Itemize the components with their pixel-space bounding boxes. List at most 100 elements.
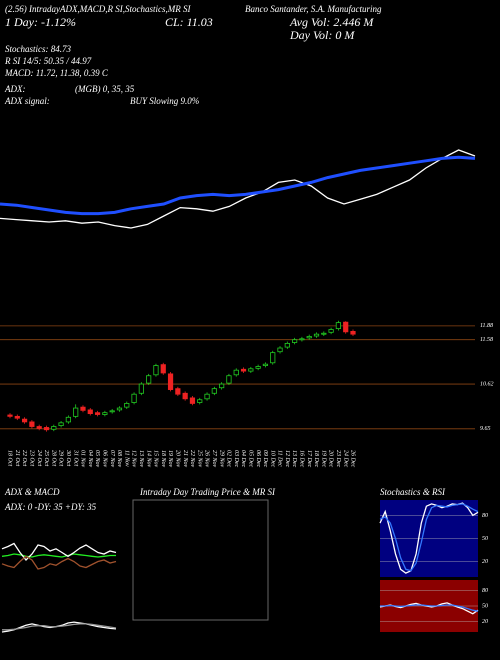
header-text: CL: 11.03 [165, 15, 213, 29]
x-tick-label: 05 Dec [247, 450, 253, 467]
series-line [380, 604, 479, 612]
candle-body [36, 426, 42, 429]
x-tick-label: 28 Oct [50, 450, 56, 466]
header-text: 1 Day: -1.12% [5, 15, 76, 29]
y-tick-label: 80 [482, 588, 488, 594]
candle-body [102, 412, 108, 415]
candle-body [204, 393, 210, 400]
y-tick-label: 11.88 [480, 323, 493, 329]
y-tick-label: 20 [482, 619, 488, 625]
candle-body [80, 406, 86, 411]
x-tick-label: 03 Dec [233, 450, 239, 467]
candle-body [233, 369, 239, 376]
candle-body [51, 426, 57, 430]
series-line [1, 553, 116, 558]
candle-body [131, 393, 137, 403]
x-tick-label: 11 Dec [277, 450, 283, 467]
candle-body [189, 397, 196, 404]
candle-body [219, 383, 225, 389]
candle-body [160, 364, 166, 374]
series-line [0, 155, 476, 216]
x-tick-label: 27 Nov [211, 450, 217, 468]
candle-body [21, 418, 28, 423]
x-tick-label: 11 Nov [123, 450, 129, 467]
candle-body [197, 399, 203, 403]
header-text: MACD: 11.72, 11.38, 0.39 C [4, 68, 109, 78]
candle-body [306, 336, 312, 339]
x-tick-label: 06 Nov [101, 450, 107, 468]
x-tick-label: 14 Nov [145, 450, 152, 468]
header-text: R SI 14/5: 50.35 / 44.97 [4, 56, 92, 66]
x-tick-label: 29 Nov [218, 450, 224, 468]
panel-title: Stochastics & RSI [380, 487, 446, 497]
candle-body [321, 332, 327, 335]
candle-body [153, 365, 159, 376]
candle-body [182, 392, 188, 400]
candle-body [292, 339, 298, 343]
x-tick-label: 09 Dec [262, 450, 268, 467]
x-tick-label: 07 Nov [109, 450, 115, 468]
x-tick-label: 26 Nov [204, 450, 210, 468]
candle-body [343, 321, 349, 333]
y-tick-label: 80 [482, 513, 488, 519]
candle-body [7, 414, 13, 417]
intraday-frame [132, 499, 269, 621]
x-tick-label: 24 Dec [342, 450, 349, 467]
candle-body [43, 427, 50, 431]
header-text: (MGB) 0, 35, 35 [75, 84, 135, 94]
header-text: Day Vol: 0 M [289, 28, 355, 42]
x-tick-label: 17 Dec [306, 450, 312, 467]
series-line [2, 623, 117, 631]
x-tick-label: 19 Nov [167, 450, 173, 468]
x-tick-label: 26 Dec [350, 450, 356, 467]
x-tick-label: 22 Nov [189, 450, 195, 468]
series-line [1, 542, 117, 561]
candle-body [73, 407, 79, 417]
candle-body [87, 409, 93, 414]
x-tick-label: 15 Nov [153, 450, 159, 468]
x-tick-label: 31 Oct [72, 449, 78, 466]
header-text: Stochastics: 84.73 [5, 44, 71, 54]
candle-body [146, 375, 152, 384]
series-line [379, 502, 479, 574]
x-tick-label: 18 Oct [7, 450, 13, 466]
candle-body [240, 368, 247, 372]
header-text: Avg Vol: 2.446 M [289, 15, 374, 29]
candle-body [270, 352, 276, 364]
x-tick-label: 21 Nov [182, 450, 188, 468]
x-tick-label: 05 Nov [94, 450, 100, 468]
candle-body [94, 412, 101, 415]
candle-body [248, 368, 254, 372]
header-text: ADX signal: [4, 96, 50, 106]
header-text: Banco Santander, S.A. Manufacturing [245, 4, 382, 14]
header-text: ADX: [4, 84, 26, 94]
candle-body [328, 329, 334, 333]
x-tick-label: 29 Oct [58, 450, 64, 466]
candle-body [124, 403, 130, 408]
x-tick-label: 25 Nov [196, 450, 202, 468]
candle-body [226, 375, 232, 384]
candle-body [116, 407, 123, 411]
x-tick-label: 21 Oct [14, 450, 20, 466]
x-tick-label: 20 Nov [174, 450, 180, 468]
candle-body [29, 421, 35, 427]
x-tick-label: 25 Oct [43, 450, 49, 466]
x-tick-label: 16 Dec [299, 450, 305, 467]
x-tick-label: 10 Dec [269, 450, 275, 467]
x-tick-label: 06 Dec [255, 450, 261, 467]
x-tick-label: 22 Oct [21, 450, 27, 466]
x-tick-label: 04 Nov [87, 450, 94, 468]
x-tick-label: 12 Nov [131, 450, 137, 468]
x-tick-label: 08 Nov [116, 450, 122, 468]
panel-subtitle: ADX: 0 -DY: 35 +DY: 35 [4, 502, 97, 512]
candle-body [58, 422, 64, 427]
x-tick-label: 12 Dec [284, 450, 290, 467]
candle-body [350, 330, 356, 335]
x-tick-label: 13 Nov [138, 450, 144, 468]
y-tick-label: 10.62 [480, 381, 494, 387]
y-tick-label: 50 [482, 603, 488, 609]
x-tick-label: 19 Dec [320, 450, 326, 467]
x-tick-label: 18 Dec [313, 450, 319, 467]
panel-title: ADX & MACD [4, 487, 60, 497]
